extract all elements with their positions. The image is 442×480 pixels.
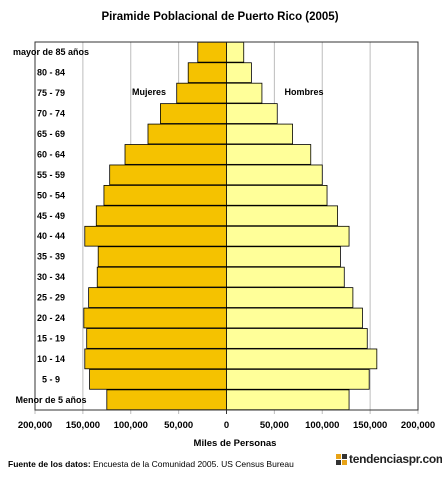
bar-hombres (226, 287, 354, 308)
bar-hombres (226, 225, 350, 247)
y-tick-label: 20 - 24 (37, 313, 65, 323)
y-tick-label: 50 - 54 (37, 190, 65, 200)
x-axis-label: Miles de Personas (194, 438, 277, 449)
y-tick-label: 65 - 69 (37, 129, 65, 139)
bar-hombres (226, 369, 370, 390)
y-tick-label: 5 - 9 (42, 374, 60, 384)
bar-hombres (226, 389, 350, 411)
bar-hombres (226, 41, 245, 63)
legend-mujeres: Mujeres (132, 87, 166, 97)
y-tick-label: 45 - 49 (37, 211, 65, 221)
legend-hombres: Hombres (284, 87, 323, 97)
y-tick-label: 80 - 84 (37, 68, 65, 78)
x-tick-label: 100,000 (114, 420, 148, 431)
x-tick-label: 150,000 (353, 420, 387, 431)
bar-hombres (226, 348, 378, 370)
plot-frame (34, 41, 419, 411)
x-tick-label: 100,000 (305, 420, 339, 431)
y-tick-label: 15 - 19 (37, 333, 65, 343)
y-tick-label: Menor de 5 años (15, 395, 86, 405)
y-tick-label: 25 - 29 (37, 293, 65, 303)
x-tick-labels: 200,000 150,000 100,000 50,000 0 50,000 100,00… (18, 420, 435, 431)
y-tick-label: 75 - 79 (37, 88, 65, 98)
bar-mujeres (124, 144, 227, 165)
x-tick-label: 150,000 (66, 420, 100, 431)
bar-hombres (226, 103, 278, 124)
bar-mujeres (84, 348, 227, 370)
bar-mujeres (109, 164, 227, 186)
bar-mujeres (176, 82, 227, 104)
footer-source-text: Encuesta de la Comunidad 2005. US Census… (90, 459, 294, 469)
y-tick-label: 10 - 14 (37, 354, 65, 364)
bar-hombres (226, 307, 363, 329)
bar-hombres (226, 266, 345, 288)
x-tick-label: 50,000 (164, 420, 193, 431)
y-tick-labels: Menor de 5 años 5 - 9 10 - 14 15 - 19 20 - 2… (13, 47, 89, 405)
bar-hombres (226, 123, 293, 145)
logo-mark-icon (336, 453, 347, 465)
logo-text: tendenciaspr.com (349, 452, 442, 466)
bar-hombres (226, 246, 341, 267)
bar-mujeres (95, 205, 227, 227)
bar-hombres (226, 144, 312, 165)
bars-layer (83, 41, 378, 411)
bar-mujeres (97, 246, 227, 267)
bar-hombres (226, 82, 263, 104)
y-tick-label: 40 - 44 (37, 231, 65, 241)
bar-mujeres (103, 185, 227, 206)
bar-mujeres (88, 287, 227, 308)
x-tick-label: 50,000 (260, 420, 289, 431)
bar-hombres (226, 62, 252, 83)
bar-hombres (226, 164, 323, 186)
bar-mujeres (197, 41, 227, 63)
footer-source-label: Fuente de los datos: (8, 459, 91, 469)
bar-mujeres (83, 307, 227, 329)
x-tick-label: 200,000 (401, 420, 435, 431)
site-logo: tendenciaspr.com (336, 450, 442, 468)
x-tick-label: 0 (224, 420, 229, 431)
bar-hombres (226, 185, 328, 206)
chart-title: Piramide Poblacional de Puerto Rico (200… (101, 11, 338, 23)
footer-source: Fuente de los datos: Encuesta de la Comu… (8, 459, 294, 469)
y-tick-label: 60 - 64 (37, 149, 65, 159)
bar-mujeres (106, 389, 227, 411)
bar-hombres (226, 328, 368, 349)
bar-hombres (226, 205, 338, 227)
y-tick-label: 30 - 34 (37, 272, 65, 282)
bar-mujeres (96, 266, 227, 288)
bar-mujeres (147, 123, 227, 145)
bar-mujeres (160, 103, 227, 124)
bar-mujeres (84, 225, 227, 247)
bar-mujeres (86, 328, 227, 349)
bar-mujeres (89, 369, 227, 390)
y-tick-label: 35 - 39 (37, 252, 65, 262)
x-tick-label: 200,000 (18, 420, 52, 431)
y-tick-label: mayor de 85 años (13, 47, 89, 57)
bar-mujeres (187, 62, 227, 83)
y-tick-label: 70 - 74 (37, 109, 65, 119)
y-tick-label: 55 - 59 (37, 170, 65, 180)
